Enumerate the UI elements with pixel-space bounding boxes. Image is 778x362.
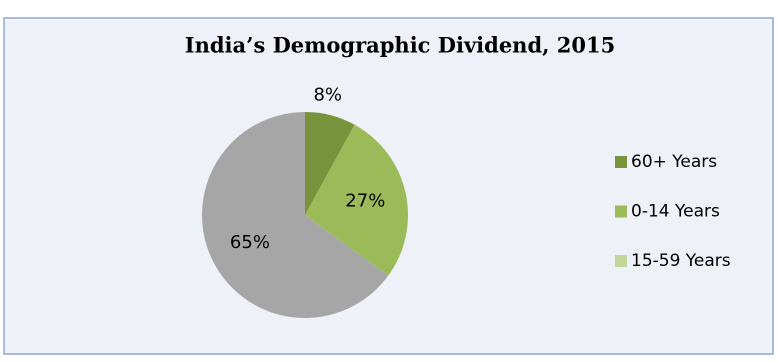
chart-title: India’s Demographic Dividend, 2015 [185,33,615,58]
data-label: 65% [230,232,270,253]
legend-label: 0-14 Years [631,202,720,222]
data-label: 27% [345,191,385,212]
legend-swatch [615,156,627,168]
legend-swatch [615,255,627,267]
pie-slice [305,124,408,276]
pie-slice [201,112,389,318]
legend-label: 15-59 Years [631,251,731,271]
pie-slice [305,112,355,215]
data-label: 8% [313,84,342,105]
legend-swatch [615,205,627,218]
legend-label: 60+ Years [631,152,717,172]
